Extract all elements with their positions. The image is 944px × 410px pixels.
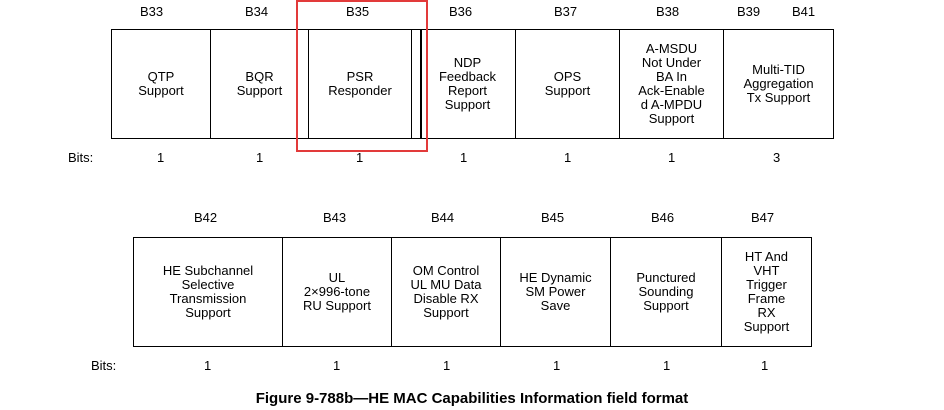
bit-position-b45: B45 — [541, 210, 565, 225]
field-multi-tid-aggregation-tx-support: Multi-TID Aggregation Tx Support — [724, 30, 834, 138]
bit-position-b35: B35 — [346, 4, 370, 19]
bit-position-b38: B38 — [656, 4, 680, 19]
field-ht-and-vht-trigger-frame-rx-support: HT And VHT Trigger Frame RX Support — [722, 238, 812, 346]
bit-count: 1 — [256, 150, 264, 165]
field-row-1: QTP Support BQR Support PSR Responder ND… — [111, 29, 834, 139]
bit-count: 3 — [773, 150, 781, 165]
field-ops-support: OPS Support — [516, 30, 620, 138]
bit-position-b37: B37 — [554, 4, 578, 19]
bit-count: 1 — [460, 150, 468, 165]
bit-position-b41: B41 — [792, 4, 816, 19]
bit-position-b39: B39 — [737, 4, 761, 19]
field-punctured-sounding-support: Punctured Sounding Support — [611, 238, 722, 346]
field-psr-responder: PSR Responder — [309, 30, 412, 138]
bit-position-b42: B42 — [194, 210, 218, 225]
bit-count: 1 — [553, 358, 561, 373]
field-om-control-ul-mu-data-disable-rx-support: OM Control UL MU Data Disable RX Support — [392, 238, 501, 346]
bit-position-b44: B44 — [431, 210, 455, 225]
bit-count: 1 — [443, 358, 451, 373]
bit-count: 1 — [356, 150, 364, 165]
field-ndp-feedback-report-support: NDP Feedback Report Support — [412, 30, 516, 138]
bit-position-b34: B34 — [245, 4, 269, 19]
bit-position-b33: B33 — [140, 4, 164, 19]
bit-count: 1 — [204, 358, 212, 373]
bit-count: 1 — [157, 150, 165, 165]
bit-count: 1 — [333, 358, 341, 373]
field-bqr-support: BQR Support — [211, 30, 309, 138]
field-he-dynamic-sm-power-save: HE Dynamic SM Power Save — [501, 238, 611, 346]
bit-count: 1 — [663, 358, 671, 373]
field-qtp-support: QTP Support — [112, 30, 211, 138]
field-amsdu-not-under-ba-support: A-MSDU Not Under BA In Ack-Enable d A-MP… — [620, 30, 724, 138]
ndp-cell-divider — [420, 29, 422, 139]
bit-position-b47: B47 — [751, 210, 775, 225]
field-row-2: HE Subchannel Selective Transmission Sup… — [133, 237, 812, 347]
field-he-subchannel-selective-transmission-support: HE Subchannel Selective Transmission Sup… — [134, 238, 283, 346]
bit-count: 1 — [761, 358, 769, 373]
bit-position-b46: B46 — [651, 210, 675, 225]
bit-position-b36: B36 — [449, 4, 473, 19]
bit-position-b43: B43 — [323, 210, 347, 225]
bits-label-row-2: Bits: — [91, 358, 117, 373]
bit-count: 1 — [564, 150, 572, 165]
figure-caption: Figure 9-788b—HE MAC Capabilities Inform… — [255, 390, 689, 407]
bit-count: 1 — [668, 150, 676, 165]
field-ul-2x996-tone-ru-support: UL 2×996-tone RU Support — [283, 238, 392, 346]
bits-label-row-1: Bits: — [68, 150, 94, 165]
field-ndp-feedback-label: NDP Feedback Report Support — [438, 55, 497, 112]
